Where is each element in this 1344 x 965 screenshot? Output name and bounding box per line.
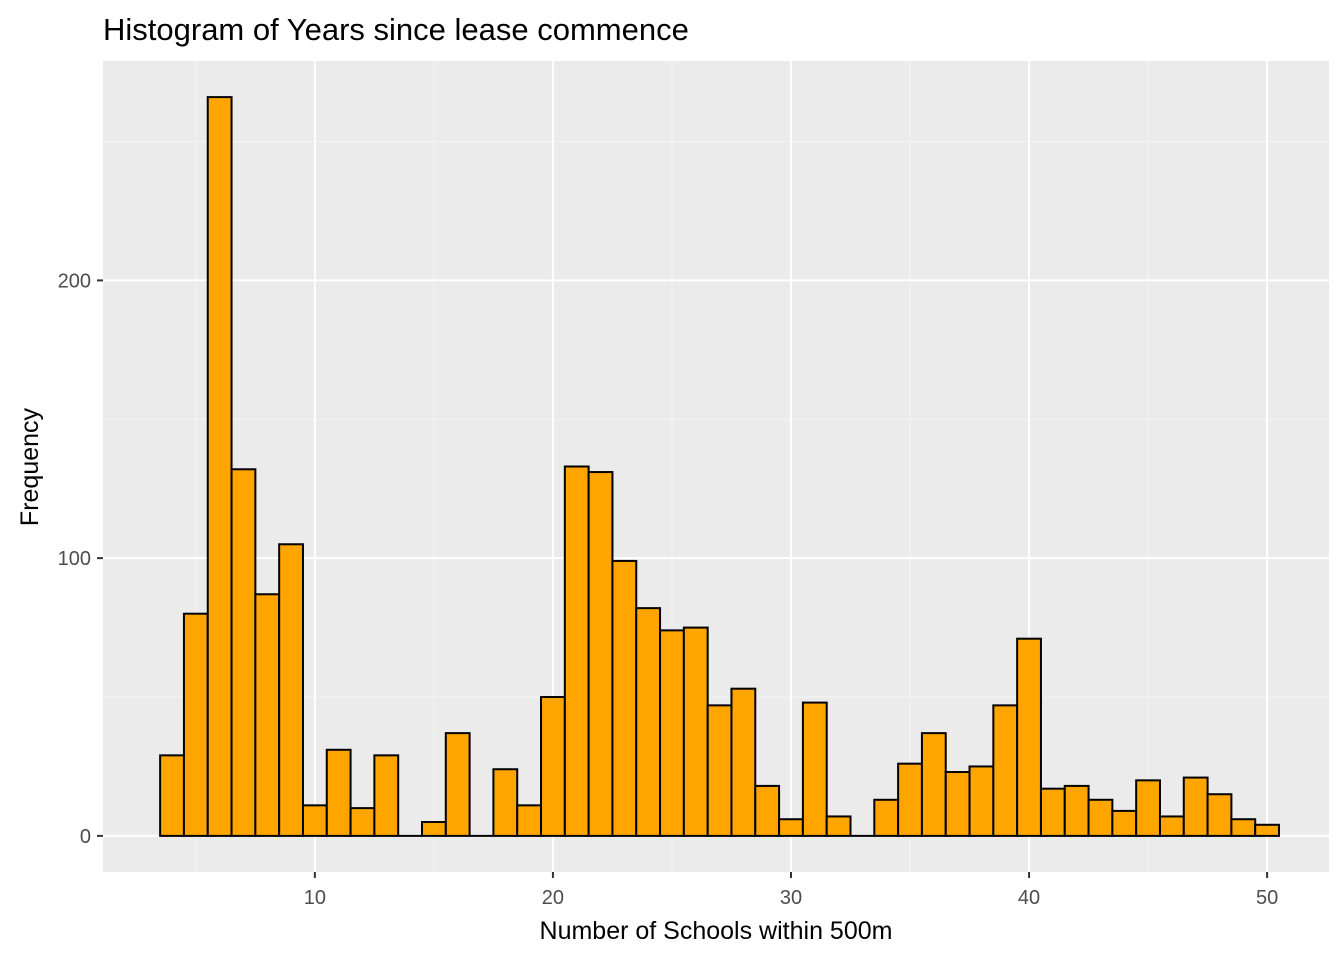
histogram-bar (1063, 784, 1090, 837)
histogram-bar (730, 687, 757, 837)
x-tick-label: 20 (542, 887, 564, 909)
histogram-bar (301, 804, 328, 837)
minor-gridlines (103, 61, 1329, 872)
y-tick-label: 0 (80, 826, 91, 848)
x-tick-label: 40 (1018, 887, 1040, 909)
histogram-bar (1254, 823, 1281, 837)
histogram-bar (325, 748, 352, 837)
histogram-bar (587, 471, 614, 837)
histogram-bar (159, 754, 185, 837)
histogram-bar (1230, 818, 1257, 837)
y-axis: 0 100 200 (58, 270, 103, 848)
histogram-bar (516, 804, 543, 837)
histogram-bars (159, 96, 1281, 837)
histogram-bar (1016, 637, 1042, 837)
histogram-bar (682, 626, 709, 837)
y-axis-title: Frequency (16, 407, 44, 526)
histogram-bar (825, 815, 852, 837)
histogram-bar (1182, 776, 1209, 837)
histogram-bar (659, 629, 685, 837)
x-tick-label: 50 (1256, 887, 1278, 909)
histogram-bar (897, 762, 923, 837)
histogram-bar (540, 696, 566, 837)
histogram-bar (1087, 798, 1114, 837)
histogram-bar (801, 701, 828, 837)
x-tick-label: 30 (780, 887, 802, 909)
histogram-bar (1158, 815, 1185, 837)
histogram-bar (182, 612, 209, 837)
histogram-bar (1039, 787, 1066, 837)
histogram-bar (968, 765, 995, 837)
histogram-bar (944, 771, 971, 837)
histogram-bar (420, 821, 447, 837)
histogram-bar (873, 798, 900, 837)
histogram-bar (278, 543, 304, 837)
histogram-bar (992, 704, 1019, 837)
histogram-bar (611, 559, 638, 837)
x-axis-title: Number of Schools within 500m (540, 917, 893, 945)
histogram-bar (754, 784, 781, 837)
histogram-bar (920, 732, 947, 837)
histogram-bar (230, 468, 257, 837)
histogram-bar (254, 593, 281, 837)
histogram-bar (444, 732, 471, 837)
histogram-bar (492, 768, 519, 837)
histogram-bar (349, 807, 376, 837)
histogram-bar (1111, 809, 1138, 837)
chart-title: Histogram of Years since lease commence (103, 12, 689, 47)
histogram-bar (778, 818, 804, 837)
histogram-bar (206, 96, 233, 837)
histogram-bar (563, 465, 590, 837)
x-tick-label: 10 (304, 887, 326, 909)
histogram-bar (1206, 793, 1233, 837)
histogram-bar (373, 754, 400, 837)
x-axis: 10 20 30 40 50 (304, 872, 1278, 909)
histogram-bar (1135, 779, 1161, 837)
histogram-bar (706, 704, 733, 837)
histogram-bar (635, 607, 662, 837)
y-tick-label: 200 (58, 270, 91, 292)
y-tick-label: 100 (58, 548, 91, 570)
